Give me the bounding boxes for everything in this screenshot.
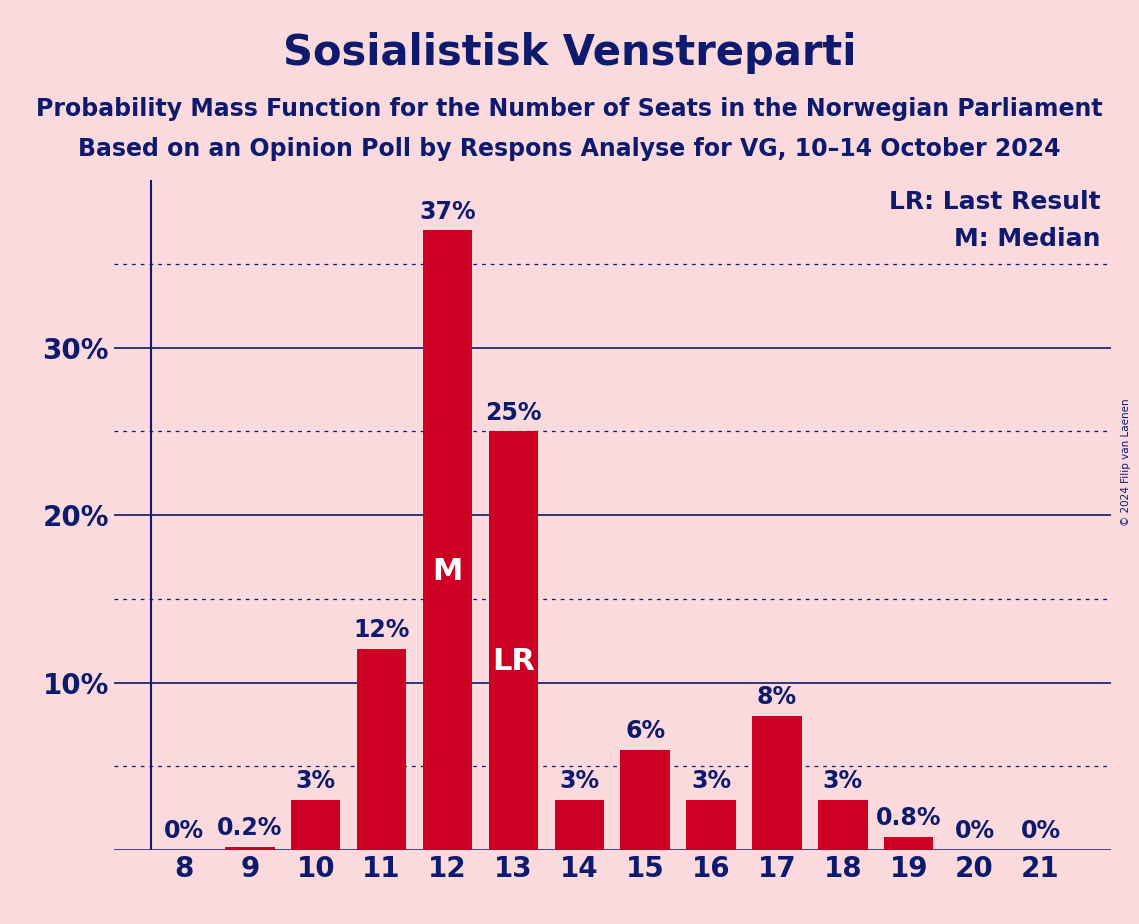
- Text: 0.8%: 0.8%: [876, 806, 942, 830]
- Text: 12%: 12%: [353, 618, 410, 642]
- Text: 37%: 37%: [419, 200, 476, 224]
- Bar: [226, 846, 274, 850]
- Bar: [290, 800, 341, 850]
- Bar: [752, 716, 802, 850]
- Bar: [818, 800, 868, 850]
- Text: 0%: 0%: [954, 820, 994, 844]
- Text: 3%: 3%: [822, 769, 863, 793]
- Bar: [621, 749, 670, 850]
- Text: 8%: 8%: [757, 686, 797, 710]
- Text: 25%: 25%: [485, 401, 542, 425]
- Text: Probability Mass Function for the Number of Seats in the Norwegian Parliament: Probability Mass Function for the Number…: [36, 97, 1103, 121]
- Text: 3%: 3%: [296, 769, 336, 793]
- Text: 3%: 3%: [559, 769, 599, 793]
- Bar: [884, 837, 934, 850]
- Text: 3%: 3%: [691, 769, 731, 793]
- Text: 0%: 0%: [164, 820, 204, 844]
- Text: 6%: 6%: [625, 719, 665, 743]
- Text: LR: LR: [492, 647, 535, 676]
- Text: M: Median: M: Median: [954, 227, 1100, 251]
- Text: Based on an Opinion Poll by Respons Analyse for VG, 10–14 October 2024: Based on an Opinion Poll by Respons Anal…: [79, 137, 1060, 161]
- Text: M: M: [433, 557, 462, 586]
- Bar: [489, 432, 538, 850]
- Bar: [357, 649, 407, 850]
- Text: Sosialistisk Venstreparti: Sosialistisk Venstreparti: [282, 32, 857, 74]
- Text: 0.2%: 0.2%: [218, 816, 282, 840]
- Text: © 2024 Filip van Laenen: © 2024 Filip van Laenen: [1121, 398, 1131, 526]
- Bar: [687, 800, 736, 850]
- Bar: [555, 800, 604, 850]
- Text: 0%: 0%: [1021, 820, 1060, 844]
- Bar: [423, 230, 473, 850]
- Text: LR: Last Result: LR: Last Result: [888, 190, 1100, 214]
